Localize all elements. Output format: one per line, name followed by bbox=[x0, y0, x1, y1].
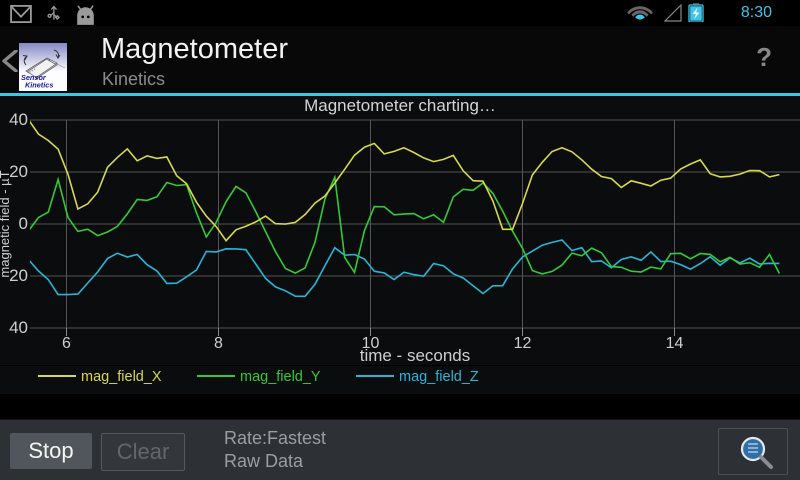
svg-text:time - seconds: time - seconds bbox=[360, 346, 471, 365]
svg-text:Magnetometer charting…: Magnetometer charting… bbox=[304, 96, 496, 115]
svg-text:mag_field_Y: mag_field_Y bbox=[240, 369, 321, 385]
svg-text:mag_field_X: mag_field_X bbox=[81, 369, 162, 385]
svg-text:12: 12 bbox=[514, 335, 532, 352]
svg-text:8: 8 bbox=[214, 335, 223, 352]
svg-text:Kinetics: Kinetics bbox=[25, 81, 53, 90]
svg-text:0: 0 bbox=[19, 214, 28, 233]
svg-text:14: 14 bbox=[666, 335, 684, 352]
svg-text:40: 40 bbox=[9, 110, 28, 129]
svg-text:mag_field_Z: mag_field_Z bbox=[399, 369, 479, 385]
svg-text:magnetic field - µT: magnetic field - µT bbox=[0, 170, 12, 277]
svg-text:40: 40 bbox=[9, 318, 28, 337]
svg-text:6: 6 bbox=[62, 335, 71, 352]
